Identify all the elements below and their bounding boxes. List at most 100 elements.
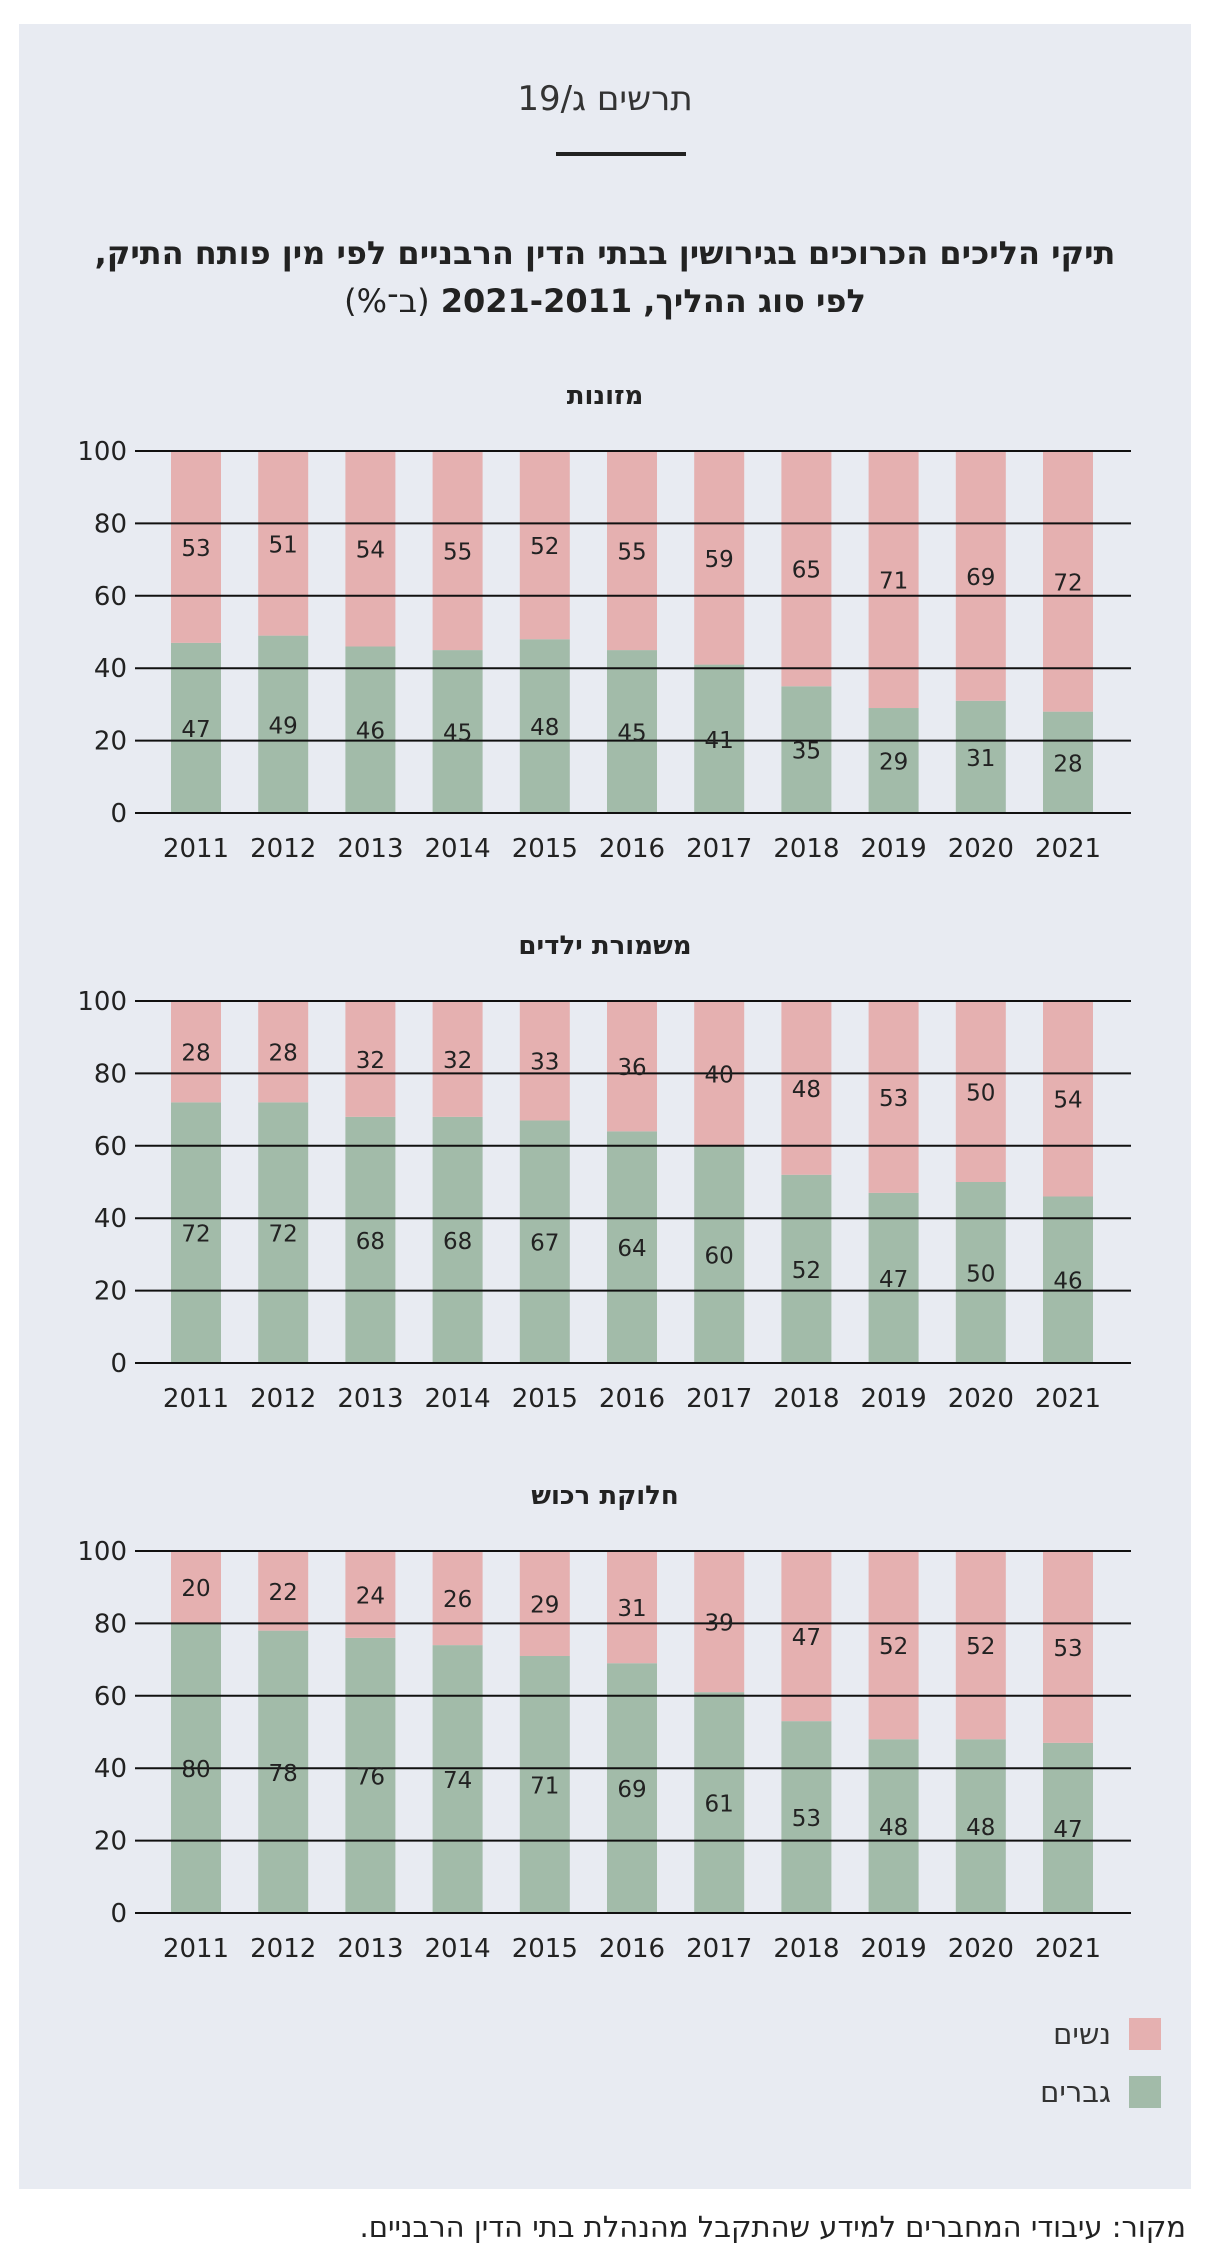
y-tick-label: 80 [94, 509, 127, 539]
bar-men [781, 1174, 832, 1363]
bar-women [171, 451, 221, 643]
bar-men [345, 1637, 396, 1913]
data-label-women: 32 [443, 1048, 472, 1074]
y-tick-label: 80 [94, 1059, 127, 1089]
bar-women [345, 1001, 396, 1117]
data-label-women: 47 [792, 1625, 821, 1651]
x-tick-label: 2017 [686, 1384, 752, 1414]
bar-women [432, 1001, 483, 1117]
y-tick-label: 40 [94, 1754, 127, 1784]
bar-women [955, 451, 1006, 701]
bar-men [432, 650, 483, 813]
bar-women [607, 1001, 657, 1132]
y-tick-label: 40 [94, 654, 127, 684]
x-tick-label: 2015 [512, 1934, 578, 1964]
bar-women [607, 451, 657, 651]
legend-label-men: גברים [1040, 2075, 1111, 2109]
y-tick-label: 100 [77, 437, 127, 467]
data-label-women: 48 [792, 1077, 821, 1103]
y-tick-label: 100 [77, 1537, 127, 1567]
data-label-women: 54 [1053, 1088, 1082, 1114]
bar-women [781, 451, 832, 687]
data-label-men: 76 [356, 1764, 385, 1790]
data-label-men: 52 [792, 1258, 821, 1284]
data-label-women: 50 [966, 1081, 995, 1107]
figure-label-rule [556, 152, 686, 156]
legend-item-women: נשים [1040, 2017, 1161, 2051]
bar-men [1043, 1196, 1093, 1363]
x-tick-label: 2018 [773, 1384, 839, 1414]
data-label-men: 46 [1053, 1269, 1082, 1295]
data-label-men: 46 [356, 719, 385, 745]
data-label-men: 48 [530, 715, 559, 741]
data-label-men: 41 [705, 728, 734, 754]
bar-men [432, 1116, 483, 1363]
bar-women [345, 451, 396, 647]
bar-men [171, 642, 221, 813]
x-tick-label: 2021 [1035, 1384, 1101, 1414]
bar-men [345, 646, 396, 813]
y-tick-label: 60 [94, 1132, 127, 1162]
bar-men [258, 635, 309, 813]
chart-property-svg: חלוקת רכוש 0 20 40 60 80 100 80 20 2011 78 22 2012 76… [77, 1481, 1131, 1964]
data-label-women: 36 [617, 1055, 646, 1081]
bar-women [258, 1001, 309, 1103]
x-tick-label: 2012 [250, 834, 316, 864]
bar-women [519, 1001, 570, 1121]
data-label-men: 72 [269, 1222, 298, 1248]
y-tick-label: 60 [94, 1682, 127, 1712]
chart-title-unit: (ב־%) [344, 282, 430, 320]
legend-swatch-women [1129, 2018, 1161, 2050]
chart-custody: משמורת ילדים 0 20 40 60 80 100 72 28 2011 72 28 2012… [19, 909, 1191, 1429]
data-label-men: 48 [879, 1815, 908, 1841]
x-tick-label: 2014 [425, 1934, 491, 1964]
data-label-men: 47 [1053, 1817, 1082, 1843]
source-note: מקור: עיבודי המחברים למידע שהתקבל מהנהלת… [359, 2210, 1187, 2244]
bar-women [171, 1001, 221, 1103]
data-label-men: 49 [269, 713, 298, 739]
chart-subtitle: מזונות [567, 381, 644, 411]
bar-men [781, 686, 832, 813]
data-label-women: 20 [181, 1576, 210, 1602]
bar-men [607, 1131, 657, 1363]
x-tick-label: 2013 [337, 1934, 403, 1964]
data-label-women: 51 [269, 532, 298, 558]
chart-alimony: מזונות 0 20 40 60 80 100 47 53 2011 49 51 2012 46 54 20… [19, 359, 1191, 879]
bar-women [607, 1551, 657, 1664]
y-tick-label: 0 [110, 1899, 127, 1929]
data-label-women: 31 [617, 1596, 646, 1622]
data-label-men: 78 [269, 1761, 298, 1787]
x-tick-label: 2012 [250, 1384, 316, 1414]
data-label-men: 50 [966, 1262, 995, 1288]
data-label-women: 54 [356, 538, 385, 564]
data-label-men: 80 [181, 1757, 210, 1783]
data-label-men: 45 [443, 721, 472, 747]
legend-label-women: נשים [1053, 2017, 1111, 2051]
bar-men [694, 1692, 745, 1913]
data-label-men: 28 [1053, 751, 1082, 777]
data-label-men: 31 [966, 746, 995, 772]
x-tick-label: 2020 [948, 834, 1014, 864]
data-label-men: 68 [356, 1229, 385, 1255]
bar-women [868, 451, 919, 709]
y-tick-label: 0 [110, 799, 127, 829]
bar-women [519, 451, 570, 640]
y-tick-label: 100 [77, 987, 127, 1017]
x-tick-label: 2014 [425, 1384, 491, 1414]
data-label-men: 47 [181, 717, 210, 743]
data-label-women: 32 [356, 1048, 385, 1074]
data-label-women: 33 [530, 1050, 559, 1076]
bar-women [868, 1551, 919, 1740]
x-tick-label: 2021 [1035, 834, 1101, 864]
x-tick-label: 2017 [686, 1934, 752, 1964]
data-label-women: 59 [705, 547, 734, 573]
bar-men [607, 650, 657, 813]
bar-men [432, 1645, 483, 1913]
x-tick-label: 2018 [773, 834, 839, 864]
x-tick-label: 2013 [337, 834, 403, 864]
x-tick-label: 2015 [512, 834, 578, 864]
data-label-men: 68 [443, 1229, 472, 1255]
data-label-men: 67 [530, 1231, 559, 1257]
bar-men [781, 1721, 832, 1913]
bar-men [519, 1655, 570, 1913]
